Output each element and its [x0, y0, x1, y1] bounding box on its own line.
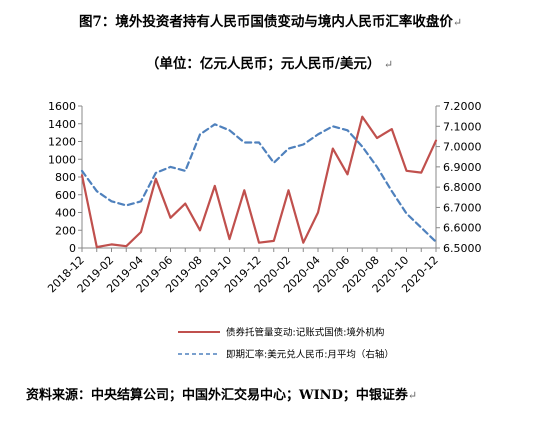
legend-label: 债券托管量变动:记账式国债:境外机构 [226, 327, 384, 339]
chart-axes: 0 200 400 600 800 1000 1200 1400 1600 6.5000 6.600… [45, 100, 481, 295]
series-line-exchange-rate [80, 123, 438, 243]
left-axis-tick-label: 1400 [48, 118, 76, 131]
right-axis-tick-label: 6.6000 [443, 222, 482, 235]
right-axis-tick-label: 7.0000 [443, 141, 482, 154]
left-axis-tick-label: 400 [55, 207, 76, 220]
right-axis-tick-label: 6.9000 [443, 161, 482, 174]
series-line-bond-holdings [80, 115, 438, 249]
left-axis-tick-label: 600 [55, 189, 76, 202]
line-chart: 0 200 400 600 800 1000 1200 1400 1600 6.5000 6.600… [45, 100, 481, 361]
left-axis-tick-label: 1000 [48, 153, 76, 166]
left-axis-tick-label: 0 [69, 242, 76, 255]
chart-title: 图7：境外投资者持有人民币国债变动与境内人民币汇率收盘价↵ [78, 14, 463, 30]
right-axis-tick-label: 7.1000 [443, 120, 482, 133]
left-axis-tick-label: 1600 [48, 100, 76, 113]
legend-label: 即期汇率:美元兑人民币:月平均（右轴） [226, 349, 394, 361]
right-axis-tick-label: 6.5000 [443, 242, 482, 255]
left-axis-tick-label: 800 [55, 171, 76, 184]
source-note: 资料来源：中央结算公司；中国外汇交易中心；WIND；中银证券↵ [26, 388, 418, 403]
chart-series [80, 115, 438, 249]
right-axis-tick-label: 6.7000 [443, 201, 482, 214]
right-axis-tick-label: 6.8000 [443, 181, 482, 194]
chart-subtitle: （单位：亿元人民币；元人民币/美元） ↵ [145, 56, 394, 72]
right-axis-tick-label: 7.2000 [443, 100, 482, 113]
left-axis-tick-label: 1200 [48, 136, 76, 149]
left-axis-tick-label: 200 [55, 224, 76, 237]
